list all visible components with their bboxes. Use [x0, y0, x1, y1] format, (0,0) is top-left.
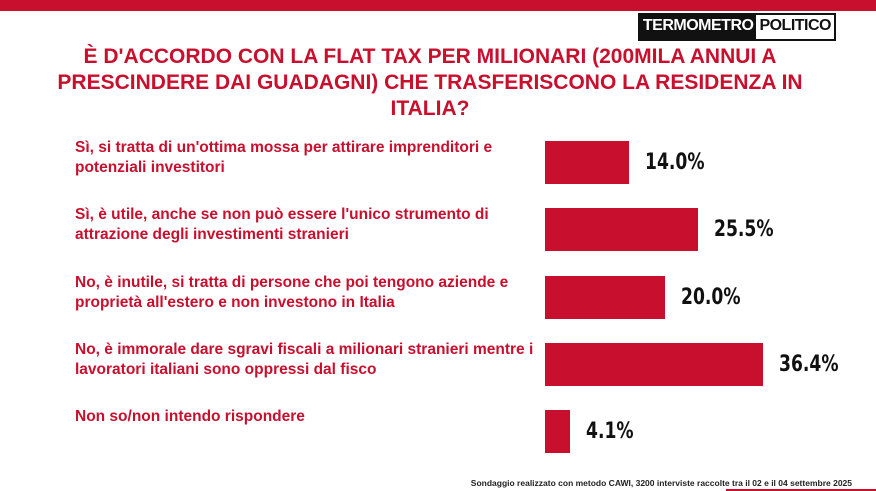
chart-title: È D'ACCORDO CON LA FLAT TAX PER MILIONAR…	[57, 45, 803, 120]
logo-text: TERMOMETRO	[639, 15, 757, 39]
top-stripe	[0, 0, 876, 11]
value-label: 25.5%	[714, 217, 774, 243]
bar	[545, 208, 698, 252]
logo-text: POLITICO	[756, 15, 834, 39]
value-label: 20.0%	[681, 284, 741, 310]
value-label: 36.4%	[779, 351, 839, 377]
value-label: 4.1%	[585, 419, 634, 445]
bar	[545, 410, 570, 454]
bottom-stripe	[726, 489, 876, 491]
bar	[545, 141, 629, 184]
logo: TERMOMETRO POLITICO	[637, 13, 836, 41]
value-label: 14.0%	[645, 150, 705, 175]
bar	[545, 275, 665, 319]
category-label: Sì, è utile, anche se non può essere l'u…	[75, 206, 489, 244]
category-label: Sì, si tratta di un'ottima mossa per att…	[75, 139, 493, 176]
category-label: No, è inutile, si tratta di persone che …	[75, 273, 509, 311]
category-label: No, è immorale dare sgravi fiscali a mil…	[75, 340, 534, 378]
category-label: Non so/non intendo rispondere	[75, 408, 305, 426]
bar	[545, 342, 764, 386]
footnote: Sondaggio realizzato con metodo CAWI, 32…	[470, 478, 852, 488]
